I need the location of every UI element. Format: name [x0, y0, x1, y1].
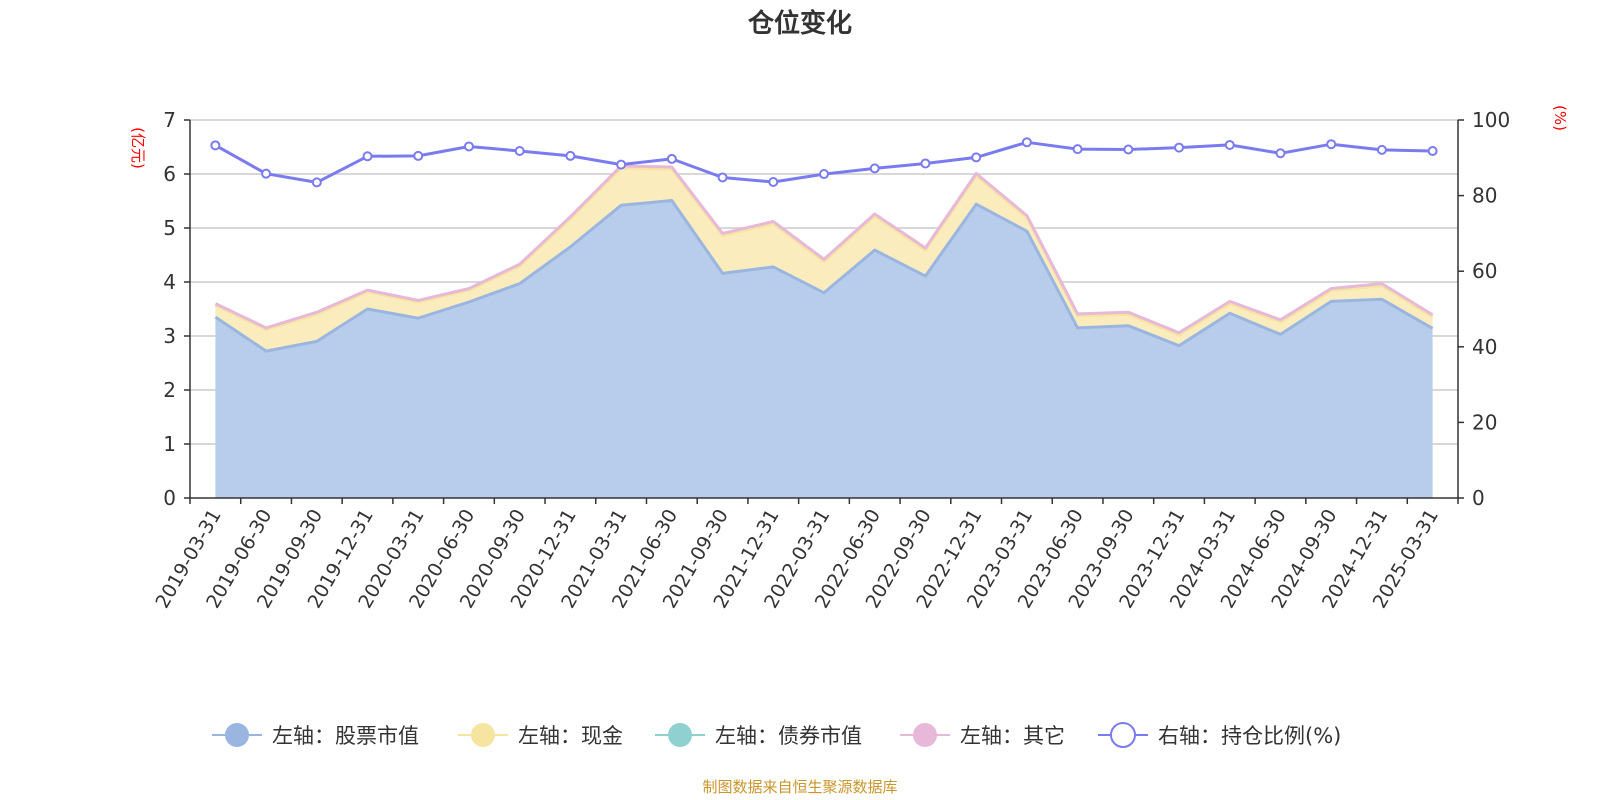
ratio-point — [1275, 148, 1286, 159]
ratio-point — [717, 172, 728, 183]
ratio-point — [210, 140, 221, 151]
ratio-point — [1427, 145, 1438, 156]
ratio-point — [1376, 144, 1387, 155]
right-tick-label: 20 — [1472, 410, 1497, 434]
ratio-point — [362, 151, 373, 162]
ratio-point — [1224, 139, 1235, 150]
ratio-point — [565, 150, 576, 161]
ratio-point — [666, 153, 677, 164]
legend-label: 左轴：债券市值 — [715, 724, 862, 748]
area-line-series-0 — [214, 199, 1434, 353]
right-tick-label: 60 — [1472, 259, 1497, 283]
legend-label: 右轴：持仓比例(%) — [1158, 724, 1341, 748]
ratio-point — [514, 145, 525, 156]
ratio-point — [616, 159, 627, 170]
data-source-note: 制图数据来自恒生聚源数据库 — [702, 778, 897, 796]
ratio-point — [463, 141, 474, 152]
left-axis-unit: (亿元) — [129, 127, 147, 169]
ratio-point — [413, 150, 424, 161]
legend-marker — [225, 723, 249, 747]
legend-marker — [1110, 722, 1136, 748]
right-tick-label: 80 — [1472, 184, 1497, 208]
ratio-point — [1021, 137, 1032, 148]
legend-item: 左轴：其它 — [900, 723, 1065, 748]
legend-item: 右轴：持仓比例(%) — [1098, 722, 1341, 748]
left-tick-label: 1 — [163, 432, 176, 456]
stacked-areas — [214, 164, 1434, 498]
area-line-series-3 — [214, 164, 1434, 335]
area-line-series-1 — [214, 166, 1434, 337]
legend: 左轴：股票市值 左轴：现金 左轴：债券市值 左轴：其它 右轴：持仓比例(%) — [212, 722, 1341, 748]
right-tick-label: 0 — [1472, 486, 1485, 510]
legend-marker — [913, 723, 937, 747]
legend-marker — [668, 723, 692, 747]
legend-item: 左轴：债券市值 — [655, 723, 862, 748]
left-tick-label: 0 — [163, 486, 176, 510]
right-tick-label: 100 — [1472, 108, 1510, 132]
left-tick-label: 2 — [163, 378, 176, 402]
ratio-point — [869, 163, 880, 174]
ratio-point — [1174, 142, 1185, 153]
right-axis-unit: (%) — [1551, 105, 1569, 131]
left-tick-label: 7 — [163, 108, 176, 132]
right-tick-label: 40 — [1472, 335, 1497, 359]
ratio-point — [920, 158, 931, 169]
legend-label: 左轴：其它 — [960, 724, 1065, 748]
ratio-point — [1072, 144, 1083, 155]
left-tick-label: 3 — [163, 324, 176, 348]
ratio-point — [1123, 144, 1134, 155]
left-tick-label: 5 — [163, 216, 176, 240]
ratio-point — [768, 176, 779, 187]
left-tick-label: 6 — [163, 162, 176, 186]
ratio-point — [261, 168, 272, 179]
chart-title: 仓位变化 — [747, 8, 852, 39]
legend-item: 左轴：现金 — [458, 723, 623, 748]
area-series-0 — [215, 200, 1433, 498]
holding-ratio-line — [210, 137, 1438, 188]
legend-label: 左轴：股票市值 — [272, 724, 419, 748]
left-tick-label: 4 — [163, 270, 176, 294]
ratio-point — [1326, 139, 1337, 150]
ratio-point — [971, 152, 982, 163]
legend-item: 左轴：股票市值 — [212, 723, 419, 748]
ratio-point — [819, 169, 829, 180]
legend-marker — [471, 723, 495, 747]
ratio-point — [311, 177, 322, 188]
legend-label: 左轴：现金 — [518, 724, 623, 748]
